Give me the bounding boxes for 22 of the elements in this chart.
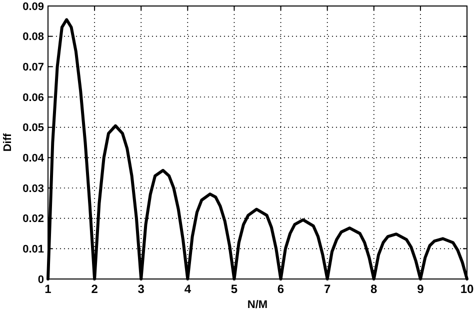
y-tick-label: 0.08	[22, 31, 44, 44]
x-axis-title: N/M	[247, 299, 268, 311]
y-tick-label: 0.01	[22, 244, 44, 256]
x-tick-label: 9	[417, 282, 424, 296]
x-tick-label: 8	[370, 282, 378, 296]
y-tick-label: 0.04	[22, 152, 45, 165]
x-tick-label: 10	[460, 282, 474, 296]
x-tick-label: 6	[277, 282, 284, 296]
x-tick-label: 3	[138, 282, 145, 296]
x-tick-label: 7	[324, 282, 331, 296]
y-tick-label: 0.05	[22, 122, 44, 134]
y-tick-label: 0.07	[22, 62, 44, 74]
y-tick-label: 0	[38, 274, 44, 286]
x-tick-label: 2	[91, 282, 98, 296]
x-tick-label: 1	[44, 282, 52, 296]
y-tick-label: 0.03	[22, 182, 44, 195]
x-tick-label: 4	[184, 282, 192, 296]
x-tick-label: 5	[230, 282, 238, 296]
y-axis-title: Diff	[2, 133, 14, 152]
y-tick-label: 0.09	[22, 0, 44, 13]
y-tick-label: 0.02	[22, 213, 44, 226]
y-tick-label: 0.06	[22, 92, 44, 104]
